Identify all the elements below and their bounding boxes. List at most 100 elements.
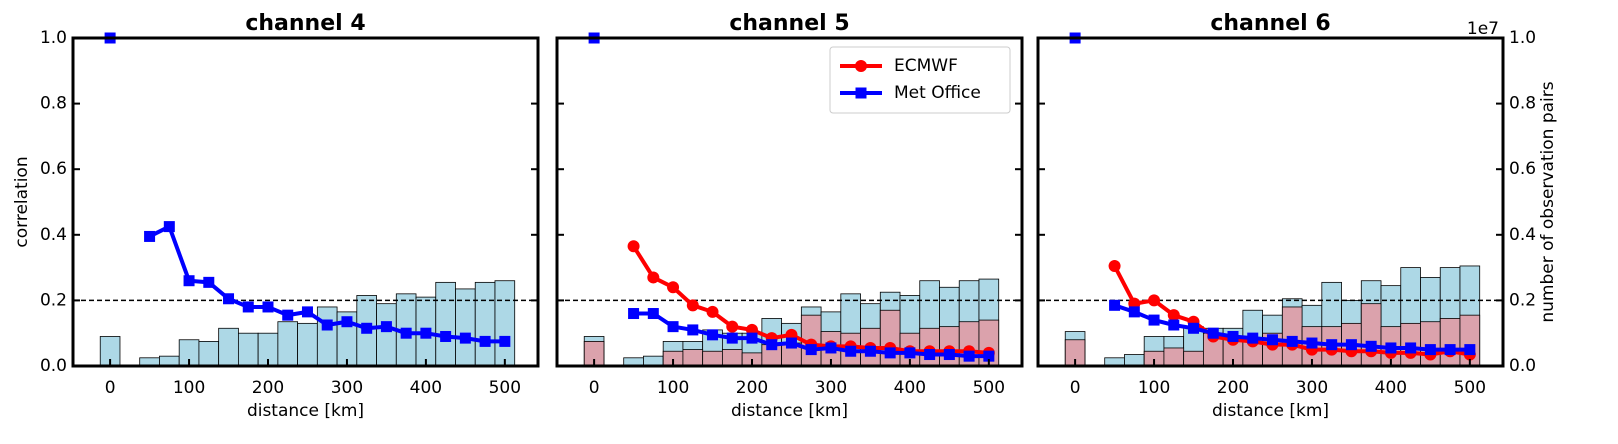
marker [864, 345, 876, 357]
marker [805, 344, 817, 356]
histogram-bar [1183, 350, 1204, 367]
marker [785, 337, 797, 349]
x-axis-label: distance [km] [731, 401, 848, 421]
marker [1345, 339, 1357, 351]
marker [1306, 337, 1318, 349]
marker [144, 230, 156, 242]
marker [884, 347, 896, 359]
y2-tick-label: 0.6 [1509, 159, 1536, 179]
marker [459, 332, 471, 344]
marker [1326, 339, 1338, 351]
x-tick-label: 100 [657, 378, 689, 398]
x-tick-label: 200 [736, 378, 768, 398]
marker [1109, 299, 1121, 311]
marker [440, 330, 452, 342]
x-tick-label: 500 [973, 378, 1005, 398]
marker [1227, 330, 1239, 342]
marker [223, 293, 235, 305]
y-tick-label: 0.2 [40, 290, 67, 310]
marker [301, 306, 313, 318]
marker [746, 332, 758, 344]
x-tick-label: 0 [105, 378, 116, 398]
marker [420, 327, 432, 339]
histogram-bar [237, 332, 259, 367]
marker [380, 321, 392, 333]
marker [1188, 322, 1200, 334]
y2-tick-label: 0.4 [1509, 225, 1536, 245]
y2-tick-label: 0.0 [1509, 356, 1536, 376]
legend-box [829, 46, 1011, 114]
y-axis-label: correlation [12, 156, 32, 247]
marker [627, 240, 640, 253]
marker [845, 345, 857, 357]
marker [1207, 327, 1219, 339]
marker [282, 309, 294, 321]
marker [400, 327, 412, 339]
marker [1266, 334, 1278, 346]
histogram-bar [435, 281, 456, 367]
marker [321, 319, 333, 331]
marker [687, 324, 699, 336]
histogram-bar [376, 303, 397, 367]
marker [647, 308, 659, 320]
marker [1167, 309, 1180, 322]
x-tick-label: 500 [489, 378, 521, 398]
marker [726, 320, 739, 333]
x-tick-label: 0 [589, 378, 600, 398]
x-tick-label: 100 [173, 378, 205, 398]
x-tick-label: 200 [252, 378, 284, 398]
marker [499, 335, 511, 347]
marker [1108, 259, 1121, 272]
chart-title: channel 4 [245, 11, 365, 36]
histogram-bar [494, 280, 516, 367]
legend-label: ECMWF [894, 56, 958, 76]
marker [628, 308, 640, 320]
chart-title: channel 6 [1210, 11, 1330, 36]
marker [1444, 344, 1456, 356]
y-tick-label: 0.6 [40, 159, 67, 179]
histogram-bar [277, 321, 299, 367]
plot-frame [1036, 36, 1505, 368]
marker [1365, 340, 1377, 352]
marker [726, 332, 738, 344]
marker [943, 349, 955, 361]
marker [1424, 344, 1436, 356]
x-tick-label: 200 [1217, 378, 1249, 398]
marker [766, 339, 778, 351]
marker [667, 321, 679, 333]
legend-label: Met Office [894, 83, 981, 103]
y2-tick-label: 1.0 [1509, 28, 1536, 48]
marker [647, 271, 660, 284]
marker [203, 276, 215, 288]
plot-frame [71, 36, 540, 368]
histogram-bar [218, 327, 239, 367]
marker [1148, 314, 1160, 326]
x-tick-label: 400 [1375, 378, 1407, 398]
histogram-bar [682, 349, 704, 367]
x-tick-label: 400 [410, 378, 442, 398]
marker [1168, 319, 1180, 331]
x-tick-label: 0 [1070, 378, 1081, 398]
x-tick-label: 500 [1454, 378, 1486, 398]
histogram-bar [316, 306, 338, 367]
marker [1385, 342, 1397, 354]
marker [667, 281, 680, 294]
marker [904, 347, 916, 359]
marker [361, 322, 373, 334]
y-tick-label: 1.0 [40, 28, 67, 48]
marker [924, 349, 936, 361]
x-axis-label: distance [km] [1212, 401, 1329, 421]
marker [706, 305, 719, 318]
x-tick-label: 300 [815, 378, 847, 398]
marker [262, 301, 274, 313]
y2-axis-label: number of observation pairs [1538, 81, 1558, 322]
marker [1128, 306, 1140, 318]
y2-tick-label: 0.2 [1509, 290, 1536, 310]
marker [1286, 335, 1298, 347]
y-tick-label: 0.8 [40, 94, 67, 114]
marker [686, 299, 699, 312]
histogram-bar [1163, 347, 1185, 367]
marker [479, 335, 491, 347]
y2-offset-label: 1e7 [1467, 19, 1499, 39]
